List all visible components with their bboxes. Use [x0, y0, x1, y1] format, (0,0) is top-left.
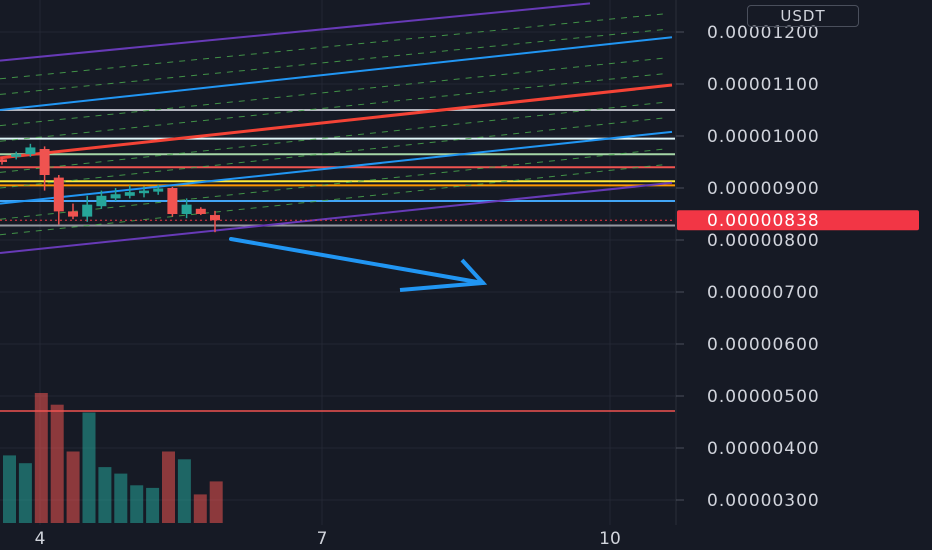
candle-body [153, 188, 164, 192]
volume-bar [34, 393, 48, 523]
channel-lines [0, 13, 666, 236]
channel-line [0, 148, 666, 220]
channel-line [0, 73, 666, 142]
volume-bar [209, 481, 223, 523]
volume-bar [3, 455, 16, 523]
time-axis[interactable]: 4 7 10 [35, 529, 621, 549]
volume-bar [66, 451, 80, 523]
volume-bar [114, 473, 128, 523]
volume-bars [3, 393, 223, 523]
price-tick-label: 0.00001200 [707, 23, 820, 43]
currency-badge[interactable]: USDT [747, 5, 859, 27]
price-tick-label: 0.00000400 [707, 439, 820, 459]
trend-line [0, 36, 673, 111]
trend-line [0, 2, 591, 62]
volume-bar [146, 487, 160, 523]
volume-bar [50, 404, 64, 523]
candle-body [96, 195, 107, 207]
candle-body [181, 204, 192, 214]
price-tick-label: 0.00000500 [707, 387, 820, 407]
channel-line [0, 101, 666, 173]
channel-line [0, 13, 666, 80]
volume-bar [82, 412, 96, 523]
candle-body [210, 215, 220, 221]
price-tick-label: 0.00000900 [707, 179, 820, 199]
channel-line [0, 57, 666, 127]
price-axis[interactable]: 0.00001200 0.00001100 0.00001000 0.00000900… [676, 23, 820, 511]
volume-bar [98, 467, 112, 523]
candle-body [0, 159, 7, 162]
trend-line [0, 130, 673, 205]
grid-lines [0, 0, 676, 525]
time-tick-label: 7 [317, 529, 328, 549]
price-tick-label: 0.00001000 [707, 127, 820, 147]
channel-line [0, 117, 666, 189]
candle-body [110, 194, 121, 199]
price-tick-label: 0.00000800 [707, 231, 820, 251]
price-tick-label: 0.00000700 [707, 283, 820, 303]
last-price-label: 0.00000838 [707, 211, 820, 231]
trend-line [0, 181, 673, 254]
channel-line [0, 164, 666, 236]
volume-bar [18, 463, 32, 523]
candlesticks [0, 143, 220, 233]
last-price-tag: 0.00000838 [677, 210, 919, 231]
channel-line [0, 28, 666, 95]
trend-line [0, 83, 673, 160]
candle-body [195, 208, 206, 214]
price-tick-label: 0.00000300 [707, 491, 820, 511]
volume-bar [130, 485, 144, 523]
candle-body [25, 147, 36, 155]
candle-body [124, 192, 135, 196]
forecast-arrow-icon[interactable] [229, 237, 488, 292]
candle-body [68, 211, 78, 217]
volume-bar [177, 459, 191, 523]
price-tick-label: 0.00000600 [707, 335, 820, 355]
candle-body [53, 177, 64, 212]
candle-body [82, 204, 93, 217]
time-tick-label: 10 [599, 529, 621, 549]
price-tick-label: 0.00001100 [707, 75, 820, 95]
candle-body [11, 154, 22, 157]
candle-body [139, 190, 149, 194]
trend-lines [0, 2, 673, 254]
candle-body [39, 149, 50, 175]
volume-bar [193, 494, 207, 523]
volume-bar [162, 451, 175, 523]
candle-body [167, 188, 178, 214]
time-tick-label: 4 [35, 529, 46, 549]
